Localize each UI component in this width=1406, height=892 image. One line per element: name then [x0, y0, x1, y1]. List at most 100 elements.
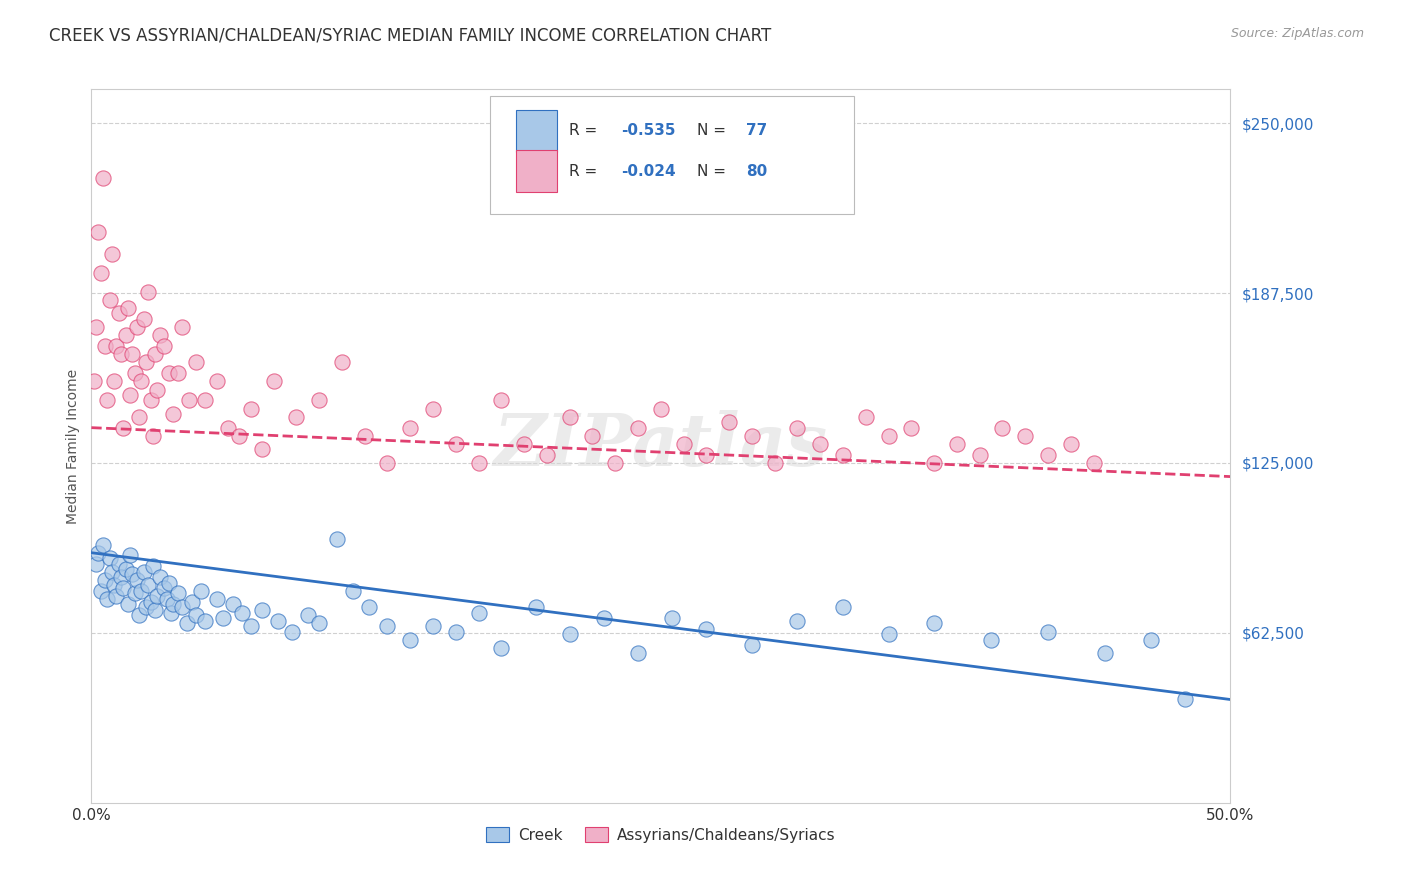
Point	[593, 611, 616, 625]
Point	[138, 285, 160, 299]
Point	[112, 420, 135, 434]
Point	[524, 600, 547, 615]
Point	[105, 339, 128, 353]
Point	[399, 420, 422, 434]
Point	[326, 532, 349, 546]
Point	[377, 619, 399, 633]
Point	[146, 589, 169, 603]
Point	[980, 632, 1002, 647]
Point	[162, 598, 184, 612]
Point	[110, 570, 132, 584]
Point	[120, 388, 142, 402]
Point	[661, 611, 683, 625]
Point	[124, 366, 146, 380]
Point	[114, 328, 136, 343]
Text: ZIPatlas: ZIPatlas	[494, 410, 828, 482]
Text: R =: R =	[568, 164, 602, 178]
Point	[139, 393, 162, 408]
Point	[143, 603, 166, 617]
Point	[250, 442, 273, 457]
Point	[83, 375, 105, 389]
Legend: Creek, Assyrians/Chaldeans/Syriacs: Creek, Assyrians/Chaldeans/Syriacs	[479, 821, 842, 848]
Point	[1083, 456, 1105, 470]
Point	[132, 312, 155, 326]
Point	[153, 581, 176, 595]
Point	[110, 347, 132, 361]
Point	[94, 573, 117, 587]
Point	[263, 375, 285, 389]
Point	[581, 429, 603, 443]
Point	[190, 583, 212, 598]
Point	[87, 546, 110, 560]
Point	[172, 600, 194, 615]
Point	[167, 366, 190, 380]
Point	[149, 570, 172, 584]
Text: -0.535: -0.535	[621, 123, 675, 138]
Point	[96, 393, 118, 408]
Point	[167, 586, 190, 600]
Point	[422, 401, 444, 416]
Point	[1094, 646, 1116, 660]
Point	[98, 551, 121, 566]
Text: N =: N =	[697, 123, 731, 138]
Point	[763, 456, 786, 470]
Point	[308, 616, 330, 631]
Point	[114, 562, 136, 576]
Point	[922, 616, 945, 631]
Point	[87, 225, 110, 239]
Point	[125, 573, 148, 587]
Point	[1139, 632, 1161, 647]
Point	[186, 355, 208, 369]
Point	[832, 448, 855, 462]
Point	[285, 409, 308, 424]
Point	[330, 355, 353, 369]
Point	[142, 559, 165, 574]
Point	[353, 429, 375, 443]
Point	[98, 293, 121, 307]
Text: R =: R =	[568, 123, 602, 138]
Text: CREEK VS ASSYRIAN/CHALDEAN/SYRIAC MEDIAN FAMILY INCOME CORRELATION CHART: CREEK VS ASSYRIAN/CHALDEAN/SYRIAC MEDIAN…	[49, 27, 772, 45]
Point	[786, 614, 808, 628]
Point	[267, 614, 290, 628]
Point	[103, 375, 125, 389]
Point	[194, 393, 217, 408]
Point	[94, 339, 117, 353]
Point	[91, 170, 114, 185]
Text: 80: 80	[747, 164, 768, 178]
Text: -0.024: -0.024	[621, 164, 676, 178]
Point	[741, 429, 763, 443]
Point	[128, 409, 150, 424]
Point	[101, 565, 124, 579]
Text: Source: ZipAtlas.com: Source: ZipAtlas.com	[1230, 27, 1364, 40]
Point	[718, 415, 741, 429]
Point	[96, 591, 118, 606]
Point	[228, 429, 250, 443]
Point	[741, 638, 763, 652]
Point	[786, 420, 808, 434]
Point	[84, 557, 107, 571]
Point	[135, 600, 157, 615]
FancyBboxPatch shape	[516, 150, 557, 193]
Point	[103, 578, 125, 592]
Point	[1036, 448, 1059, 462]
Point	[153, 339, 176, 353]
Point	[422, 619, 444, 633]
Point	[855, 409, 877, 424]
Point	[162, 407, 184, 421]
Point	[444, 437, 467, 451]
Point	[536, 448, 558, 462]
Point	[142, 429, 165, 443]
Point	[672, 437, 695, 451]
Point	[467, 606, 489, 620]
Point	[1174, 692, 1197, 706]
Point	[969, 448, 991, 462]
Point	[131, 375, 153, 389]
Point	[467, 456, 489, 470]
Point	[359, 600, 381, 615]
Point	[877, 627, 900, 641]
FancyBboxPatch shape	[489, 96, 855, 214]
Point	[491, 393, 513, 408]
Point	[155, 591, 177, 606]
Point	[627, 420, 650, 434]
Point	[281, 624, 304, 639]
